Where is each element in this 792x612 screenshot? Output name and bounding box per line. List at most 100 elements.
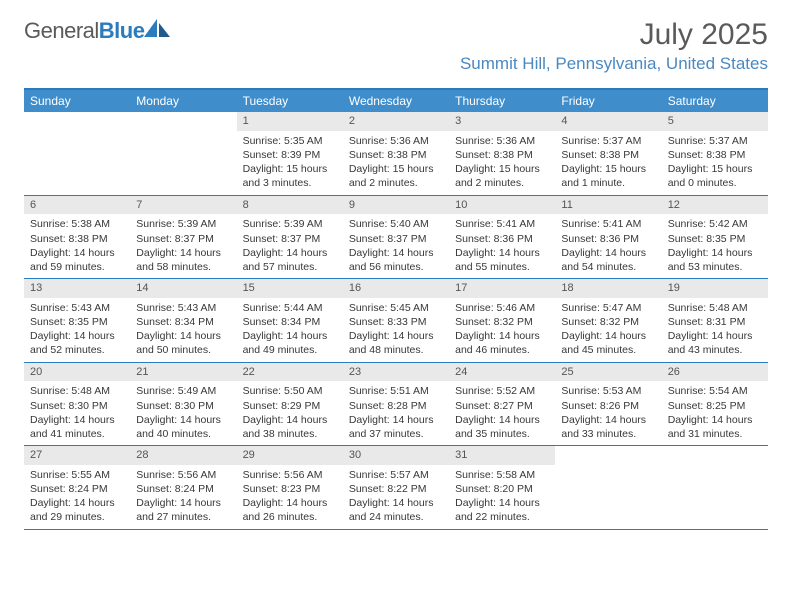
weekday-header: Wednesday: [343, 90, 449, 112]
day-body: Sunrise: 5:37 AMSunset: 8:38 PMDaylight:…: [555, 131, 661, 195]
header: GeneralBlue July 2025 Summit Hill, Penns…: [0, 0, 792, 80]
sunrise-line: Sunrise: 5:41 AM: [561, 217, 655, 231]
daylight-line: Daylight: 15 hours and 0 minutes.: [668, 162, 762, 190]
day-body: Sunrise: 5:43 AMSunset: 8:34 PMDaylight:…: [130, 298, 236, 362]
week-row: 6Sunrise: 5:38 AMSunset: 8:38 PMDaylight…: [24, 196, 768, 280]
daylight-line: Daylight: 14 hours and 33 minutes.: [561, 413, 655, 441]
sunset-line: Sunset: 8:36 PM: [561, 232, 655, 246]
day-cell: 21Sunrise: 5:49 AMSunset: 8:30 PMDayligh…: [130, 363, 236, 446]
day-number: 6: [24, 196, 130, 215]
day-body: Sunrise: 5:42 AMSunset: 8:35 PMDaylight:…: [662, 214, 768, 278]
day-body: Sunrise: 5:45 AMSunset: 8:33 PMDaylight:…: [343, 298, 449, 362]
day-body: Sunrise: 5:44 AMSunset: 8:34 PMDaylight:…: [237, 298, 343, 362]
day-number: 17: [449, 279, 555, 298]
daylight-line: Daylight: 14 hours and 56 minutes.: [349, 246, 443, 274]
day-body: Sunrise: 5:38 AMSunset: 8:38 PMDaylight:…: [24, 214, 130, 278]
day-cell: 10Sunrise: 5:41 AMSunset: 8:36 PMDayligh…: [449, 196, 555, 279]
sunset-line: Sunset: 8:38 PM: [455, 148, 549, 162]
sunset-line: Sunset: 8:38 PM: [349, 148, 443, 162]
sunrise-line: Sunrise: 5:35 AM: [243, 134, 337, 148]
sunset-line: Sunset: 8:37 PM: [136, 232, 230, 246]
title-block: July 2025 Summit Hill, Pennsylvania, Uni…: [460, 18, 768, 74]
day-cell: 27Sunrise: 5:55 AMSunset: 8:24 PMDayligh…: [24, 446, 130, 529]
day-number: 5: [662, 112, 768, 131]
day-number: 2: [343, 112, 449, 131]
day-body: Sunrise: 5:56 AMSunset: 8:23 PMDaylight:…: [237, 465, 343, 529]
sunset-line: Sunset: 8:35 PM: [668, 232, 762, 246]
day-body: Sunrise: 5:39 AMSunset: 8:37 PMDaylight:…: [130, 214, 236, 278]
day-cell: 2Sunrise: 5:36 AMSunset: 8:38 PMDaylight…: [343, 112, 449, 195]
daylight-line: Daylight: 14 hours and 38 minutes.: [243, 413, 337, 441]
sunrise-line: Sunrise: 5:36 AM: [349, 134, 443, 148]
day-number: 11: [555, 196, 661, 215]
daylight-line: Daylight: 14 hours and 26 minutes.: [243, 496, 337, 524]
day-cell: 3Sunrise: 5:36 AMSunset: 8:38 PMDaylight…: [449, 112, 555, 195]
sunrise-line: Sunrise: 5:36 AM: [455, 134, 549, 148]
daylight-line: Daylight: 14 hours and 29 minutes.: [30, 496, 124, 524]
daylight-line: Daylight: 14 hours and 41 minutes.: [30, 413, 124, 441]
day-body: Sunrise: 5:41 AMSunset: 8:36 PMDaylight:…: [449, 214, 555, 278]
sunrise-line: Sunrise: 5:39 AM: [243, 217, 337, 231]
day-number: 3: [449, 112, 555, 131]
day-cell: 4Sunrise: 5:37 AMSunset: 8:38 PMDaylight…: [555, 112, 661, 195]
day-body: Sunrise: 5:37 AMSunset: 8:38 PMDaylight:…: [662, 131, 768, 195]
sunset-line: Sunset: 8:32 PM: [455, 315, 549, 329]
day-cell: 16Sunrise: 5:45 AMSunset: 8:33 PMDayligh…: [343, 279, 449, 362]
sunrise-line: Sunrise: 5:48 AM: [668, 301, 762, 315]
day-number: 29: [237, 446, 343, 465]
day-number: 4: [555, 112, 661, 131]
sunrise-line: Sunrise: 5:38 AM: [30, 217, 124, 231]
sunset-line: Sunset: 8:35 PM: [30, 315, 124, 329]
day-number: 16: [343, 279, 449, 298]
daylight-line: Daylight: 14 hours and 48 minutes.: [349, 329, 443, 357]
sunrise-line: Sunrise: 5:43 AM: [136, 301, 230, 315]
daylight-line: Daylight: 14 hours and 45 minutes.: [561, 329, 655, 357]
day-cell: 17Sunrise: 5:46 AMSunset: 8:32 PMDayligh…: [449, 279, 555, 362]
day-cell: 5Sunrise: 5:37 AMSunset: 8:38 PMDaylight…: [662, 112, 768, 195]
day-body: Sunrise: 5:54 AMSunset: 8:25 PMDaylight:…: [662, 381, 768, 445]
daylight-line: Daylight: 14 hours and 22 minutes.: [455, 496, 549, 524]
sunrise-line: Sunrise: 5:41 AM: [455, 217, 549, 231]
day-body: Sunrise: 5:36 AMSunset: 8:38 PMDaylight:…: [449, 131, 555, 195]
daylight-line: Daylight: 14 hours and 35 minutes.: [455, 413, 549, 441]
day-cell: 14Sunrise: 5:43 AMSunset: 8:34 PMDayligh…: [130, 279, 236, 362]
day-body: Sunrise: 5:51 AMSunset: 8:28 PMDaylight:…: [343, 381, 449, 445]
weekday-header: Saturday: [662, 90, 768, 112]
day-body: Sunrise: 5:48 AMSunset: 8:30 PMDaylight:…: [24, 381, 130, 445]
day-cell: 20Sunrise: 5:48 AMSunset: 8:30 PMDayligh…: [24, 363, 130, 446]
day-cell: 13Sunrise: 5:43 AMSunset: 8:35 PMDayligh…: [24, 279, 130, 362]
day-number: 26: [662, 363, 768, 382]
day-number: 9: [343, 196, 449, 215]
day-cell: [662, 446, 768, 529]
sunset-line: Sunset: 8:23 PM: [243, 482, 337, 496]
daylight-line: Daylight: 14 hours and 58 minutes.: [136, 246, 230, 274]
sunrise-line: Sunrise: 5:57 AM: [349, 468, 443, 482]
sunset-line: Sunset: 8:34 PM: [243, 315, 337, 329]
brand-part1: General: [24, 18, 99, 43]
day-body: Sunrise: 5:46 AMSunset: 8:32 PMDaylight:…: [449, 298, 555, 362]
weekday-header: Monday: [130, 90, 236, 112]
day-cell: 28Sunrise: 5:56 AMSunset: 8:24 PMDayligh…: [130, 446, 236, 529]
day-number: [555, 446, 661, 465]
day-cell: 31Sunrise: 5:58 AMSunset: 8:20 PMDayligh…: [449, 446, 555, 529]
day-cell: 25Sunrise: 5:53 AMSunset: 8:26 PMDayligh…: [555, 363, 661, 446]
daylight-line: Daylight: 14 hours and 37 minutes.: [349, 413, 443, 441]
day-body: Sunrise: 5:39 AMSunset: 8:37 PMDaylight:…: [237, 214, 343, 278]
day-number: 8: [237, 196, 343, 215]
weekday-row: SundayMondayTuesdayWednesdayThursdayFrid…: [24, 90, 768, 112]
daylight-line: Daylight: 14 hours and 59 minutes.: [30, 246, 124, 274]
day-number: 13: [24, 279, 130, 298]
day-number: 12: [662, 196, 768, 215]
day-cell: 19Sunrise: 5:48 AMSunset: 8:31 PMDayligh…: [662, 279, 768, 362]
brand-part2: Blue: [99, 18, 145, 43]
weekday-header: Tuesday: [237, 90, 343, 112]
day-number: 28: [130, 446, 236, 465]
sunrise-line: Sunrise: 5:52 AM: [455, 384, 549, 398]
location-text: Summit Hill, Pennsylvania, United States: [460, 54, 768, 74]
day-cell: 8Sunrise: 5:39 AMSunset: 8:37 PMDaylight…: [237, 196, 343, 279]
sunset-line: Sunset: 8:24 PM: [136, 482, 230, 496]
weeks-container: 1Sunrise: 5:35 AMSunset: 8:39 PMDaylight…: [24, 112, 768, 530]
sunset-line: Sunset: 8:39 PM: [243, 148, 337, 162]
sunset-line: Sunset: 8:38 PM: [561, 148, 655, 162]
month-title: July 2025: [460, 18, 768, 52]
